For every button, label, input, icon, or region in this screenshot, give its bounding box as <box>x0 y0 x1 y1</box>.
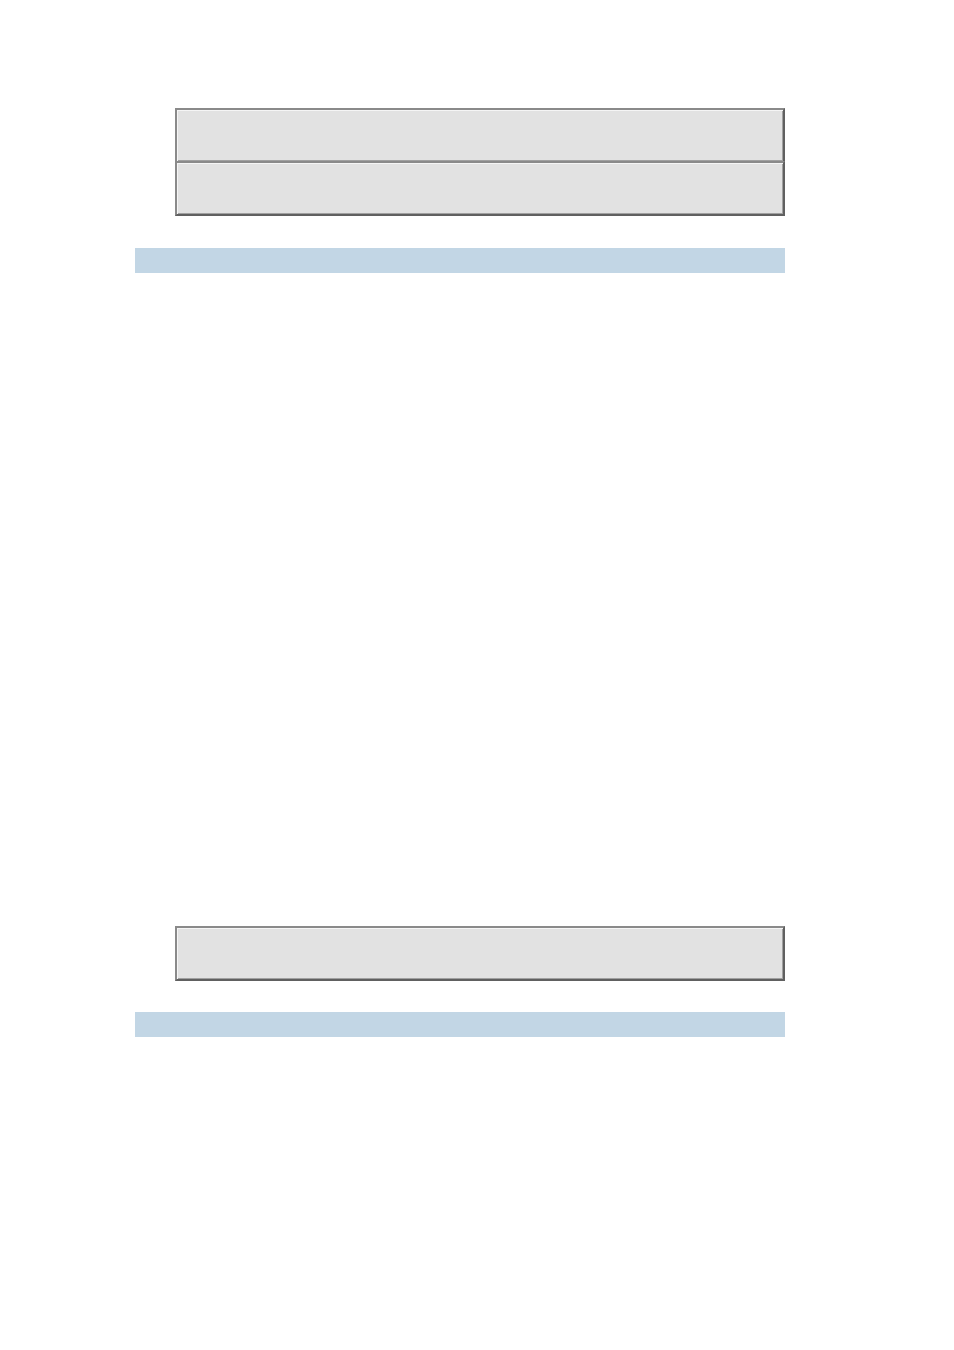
table-1 <box>175 108 785 216</box>
highlight-band-2 <box>135 1012 785 1037</box>
table-row <box>175 161 785 216</box>
table-row <box>175 108 785 163</box>
table-row <box>175 926 785 981</box>
highlight-band-1 <box>135 248 785 273</box>
table-2 <box>175 926 785 981</box>
